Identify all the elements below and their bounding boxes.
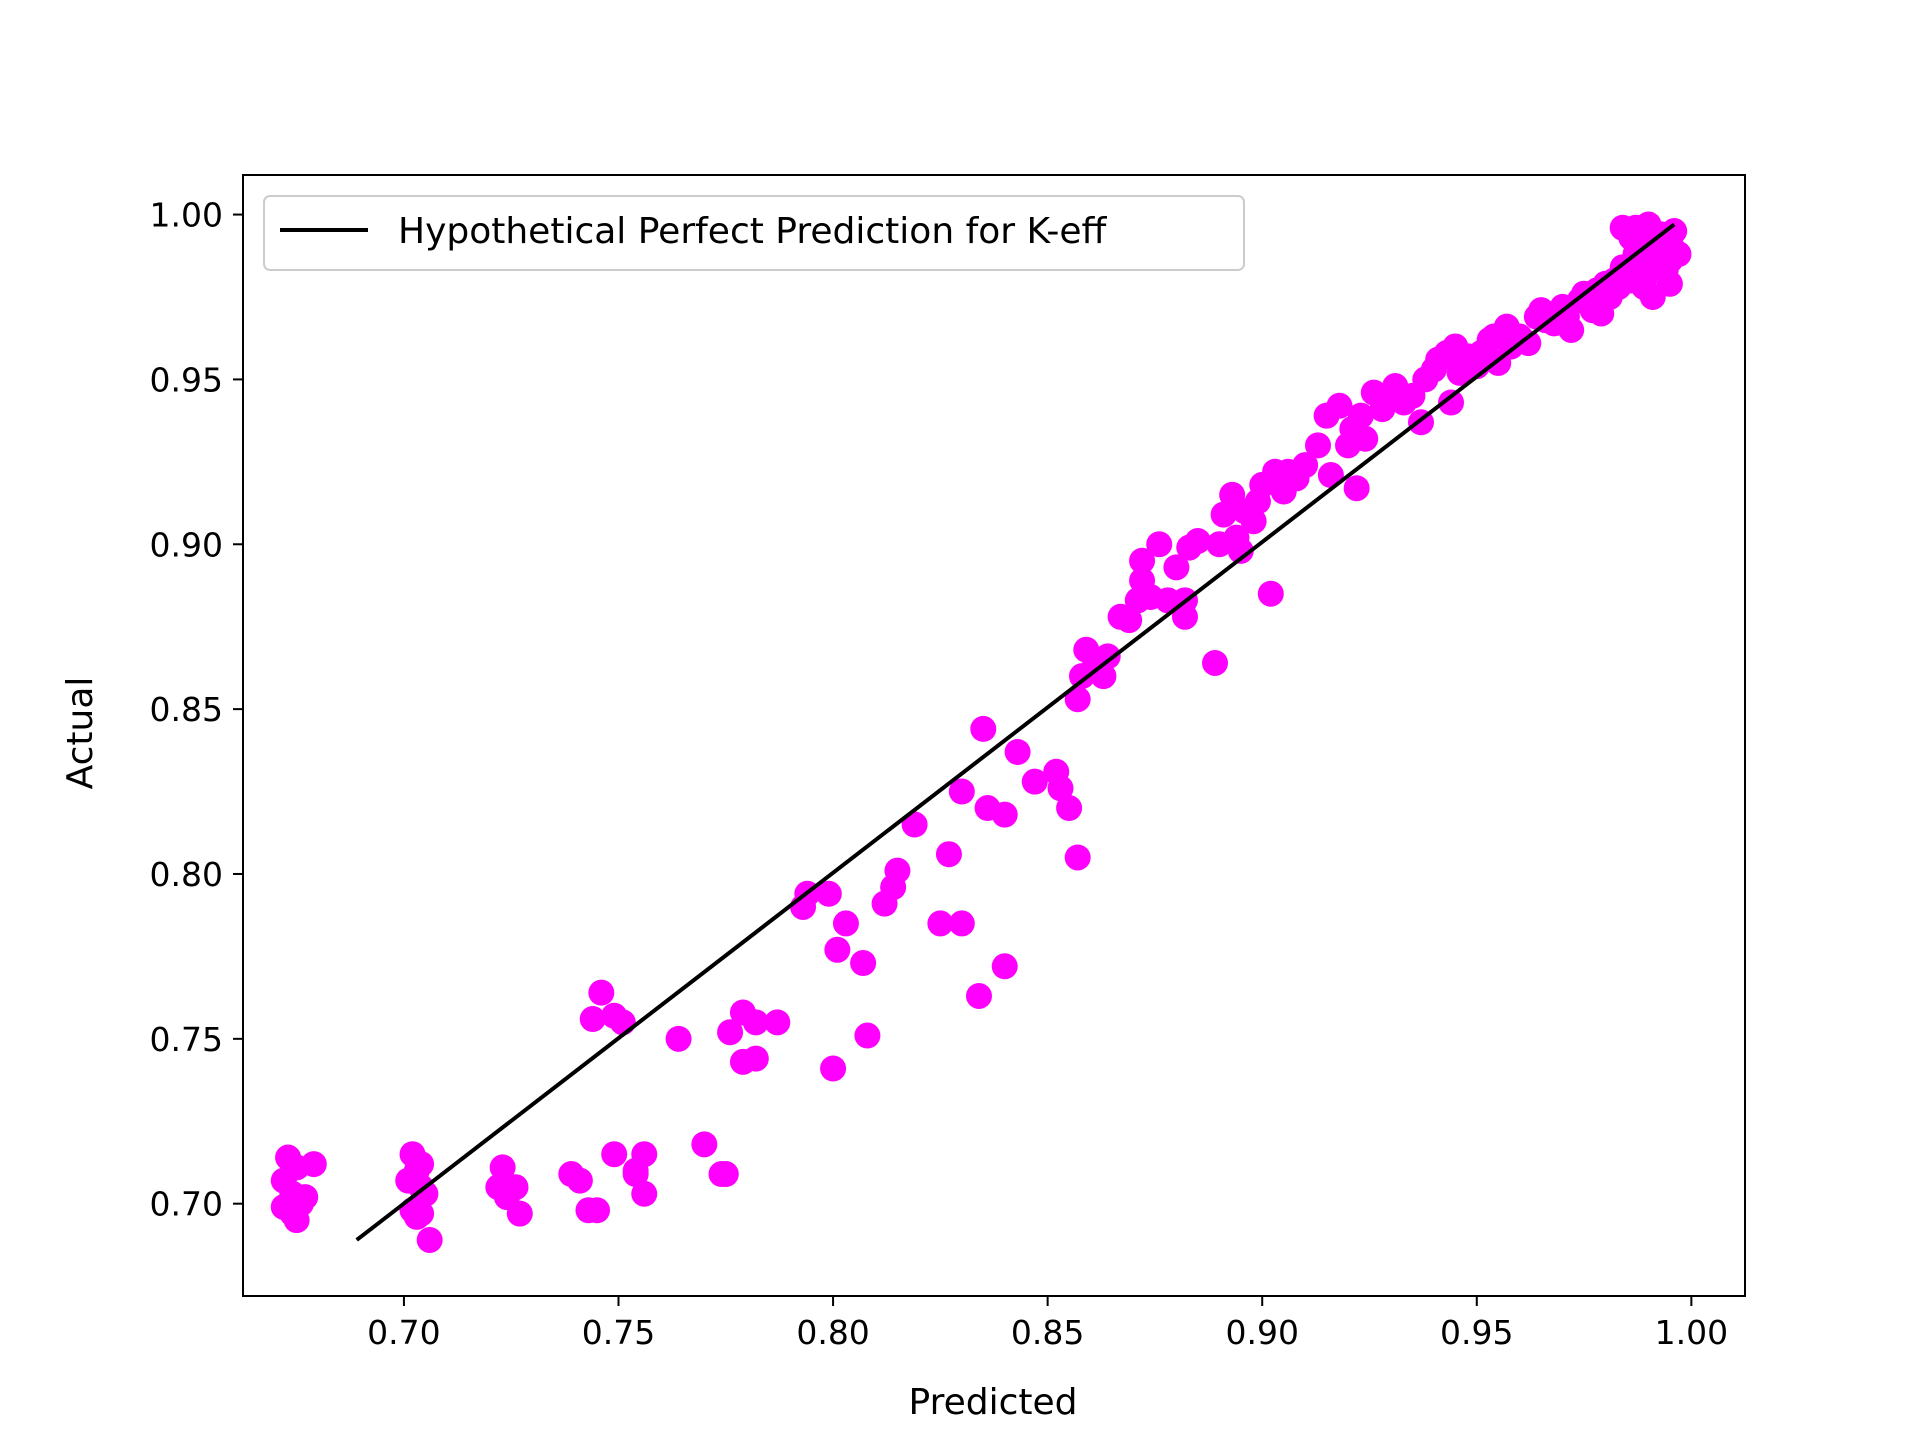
scatter-point bbox=[566, 1167, 593, 1194]
scatter-point bbox=[631, 1180, 658, 1207]
scatter-point bbox=[742, 1009, 769, 1036]
scatter-point bbox=[584, 1197, 611, 1224]
scatter-point bbox=[601, 1141, 628, 1168]
y-tick-label: 0.95 bbox=[150, 360, 223, 399]
scatter-point bbox=[1343, 475, 1370, 502]
y-tick-label: 0.85 bbox=[150, 690, 223, 729]
scatter-point bbox=[1257, 580, 1284, 607]
scatter-point bbox=[820, 1055, 847, 1082]
perfect-prediction-line bbox=[355, 222, 1676, 1242]
scatter-point bbox=[1347, 402, 1374, 429]
scatter-point bbox=[416, 1226, 443, 1253]
x-tick-label: 0.90 bbox=[1225, 1313, 1298, 1352]
scatter-point bbox=[631, 1141, 658, 1168]
legend: Hypothetical Perfect Prediction for K-ef… bbox=[263, 195, 1245, 271]
scatter-point bbox=[1661, 218, 1688, 245]
scatter-point bbox=[1227, 537, 1254, 564]
x-tick-label: 0.75 bbox=[582, 1313, 655, 1352]
scatter-point bbox=[1202, 649, 1229, 676]
scatter-point bbox=[1352, 425, 1379, 452]
x-axis: 0.70 0.75 0.80 0.85 0.90 0.95 1.00 bbox=[367, 1296, 1728, 1352]
legend-box bbox=[263, 195, 1245, 271]
scatter-point bbox=[1004, 738, 1031, 765]
scatter-point bbox=[1240, 508, 1267, 535]
y-axis: 0.70 0.75 0.80 0.85 0.90 0.95 1.00 bbox=[150, 196, 243, 1224]
x-axis-label: Predicted bbox=[909, 1382, 1078, 1423]
y-axis-label: Actual bbox=[60, 677, 101, 790]
scatter-point bbox=[622, 1161, 649, 1188]
scatter-point bbox=[991, 801, 1018, 828]
scatter-point bbox=[742, 1045, 769, 1072]
y-tick-label: 0.80 bbox=[150, 855, 223, 894]
x-tick-label: 1.00 bbox=[1655, 1313, 1728, 1352]
scatter-point bbox=[1146, 531, 1173, 558]
scatter-point bbox=[884, 857, 911, 884]
scatter-point bbox=[665, 1025, 692, 1052]
y-tick-label: 0.75 bbox=[150, 1020, 223, 1059]
plot-area bbox=[270, 211, 1692, 1253]
x-tick-label: 0.80 bbox=[796, 1313, 869, 1352]
scatter-point bbox=[489, 1154, 516, 1181]
scatter-point bbox=[991, 953, 1018, 980]
scatter-point bbox=[717, 1019, 744, 1046]
scatter-point bbox=[901, 811, 928, 838]
scatter-point bbox=[588, 979, 615, 1006]
x-tick-label: 0.70 bbox=[367, 1313, 440, 1352]
scatter-point bbox=[1292, 452, 1319, 479]
scatter-point bbox=[764, 1009, 791, 1036]
scatter-point bbox=[1317, 462, 1344, 489]
scatter-point bbox=[965, 982, 992, 1009]
scatter-point bbox=[712, 1161, 739, 1188]
scatter-point bbox=[948, 778, 975, 805]
scatter-point bbox=[292, 1184, 319, 1211]
scatter-point bbox=[1116, 607, 1143, 634]
scatter-point bbox=[815, 880, 842, 907]
y-tick-label: 0.70 bbox=[150, 1185, 223, 1224]
scatter-point bbox=[1163, 554, 1190, 581]
scatter-point bbox=[1056, 795, 1083, 822]
scatter-point bbox=[1047, 775, 1074, 802]
scatter-point bbox=[850, 949, 877, 976]
x-tick-label: 0.85 bbox=[1011, 1313, 1084, 1352]
scatter-point bbox=[927, 910, 954, 937]
y-tick-label: 0.90 bbox=[150, 525, 223, 564]
scatter-point bbox=[824, 936, 851, 963]
y-tick-label: 1.00 bbox=[150, 196, 223, 235]
scatter-point bbox=[691, 1131, 718, 1158]
scatter-point bbox=[1558, 316, 1585, 343]
scatter-point bbox=[1618, 267, 1645, 294]
scatter-point bbox=[1021, 768, 1048, 795]
scatter-point bbox=[1094, 643, 1121, 670]
scatter-point bbox=[970, 715, 997, 742]
scatter-point bbox=[579, 1006, 606, 1033]
scatter-point bbox=[935, 841, 962, 868]
scatter-point bbox=[1515, 330, 1542, 357]
scatter-point bbox=[502, 1174, 529, 1201]
scatter-point bbox=[1438, 389, 1465, 416]
scatter-point bbox=[506, 1200, 533, 1227]
scatter-point bbox=[1210, 501, 1237, 528]
plot-frame bbox=[242, 174, 1746, 1297]
scatter-point bbox=[1665, 241, 1692, 268]
legend-label: Hypothetical Perfect Prediction for K-ef… bbox=[398, 211, 1107, 252]
scatter-point bbox=[300, 1151, 327, 1178]
scatter-point bbox=[408, 1200, 435, 1227]
scatter-point bbox=[1129, 547, 1156, 574]
scatter-point bbox=[408, 1151, 435, 1178]
scatter-point bbox=[1305, 432, 1332, 459]
scatter-point bbox=[854, 1022, 881, 1049]
scatter-point bbox=[1326, 392, 1353, 419]
scatter-point bbox=[1635, 211, 1662, 238]
x-tick-label: 0.95 bbox=[1440, 1313, 1513, 1352]
scatter-point bbox=[1656, 270, 1683, 297]
scatter-point bbox=[832, 910, 859, 937]
scatter-point bbox=[1184, 527, 1211, 554]
scatter-point bbox=[948, 910, 975, 937]
scatter-point bbox=[609, 1009, 636, 1036]
scatter-point bbox=[1064, 686, 1091, 713]
scatter-point bbox=[1064, 844, 1091, 871]
